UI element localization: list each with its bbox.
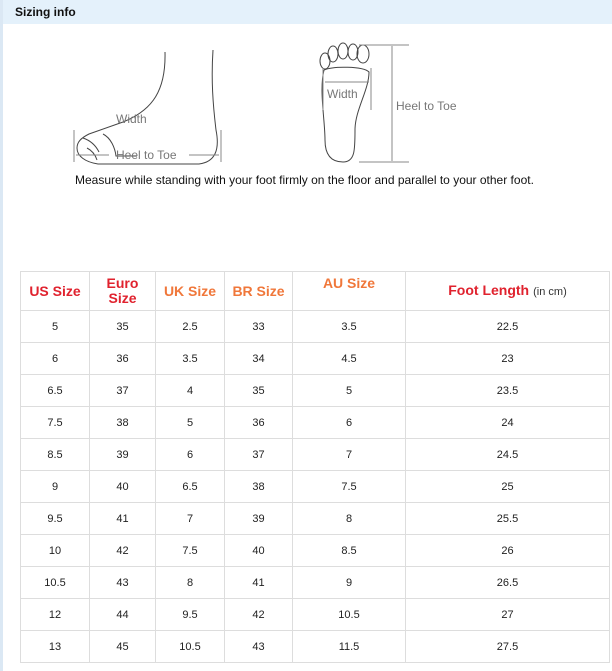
table-row: 6.5 37 4 35 5 23.5 bbox=[20, 374, 610, 407]
table-cell: 9.5 bbox=[155, 598, 225, 631]
table-row: 10 42 7.5 40 8.5 26 bbox=[20, 534, 610, 567]
table-cell: 12 bbox=[20, 598, 90, 631]
table-cell: 34 bbox=[224, 342, 293, 375]
table-cell: 23.5 bbox=[405, 374, 610, 407]
table-cell: 4.5 bbox=[292, 342, 406, 375]
table-cell: 9 bbox=[292, 566, 406, 599]
table-cell: 10.5 bbox=[155, 630, 225, 663]
table-cell: 35 bbox=[89, 310, 156, 343]
sole-width-label: Width bbox=[327, 87, 358, 101]
table-cell: 8.5 bbox=[292, 534, 406, 567]
table-cell: 10 bbox=[20, 534, 90, 567]
table-row: 10.5 43 8 41 9 26.5 bbox=[20, 566, 610, 599]
side-foot-drawing: Width Heel to Toe bbox=[73, 49, 222, 165]
table-cell: 36 bbox=[89, 342, 156, 375]
table-cell: 6.5 bbox=[20, 374, 90, 407]
foot-measurement-illustration: Width Heel to Toe Width Heel to Toe bbox=[73, 42, 457, 165]
table-cell: 7 bbox=[292, 438, 406, 471]
sole-length-label: Heel to Toe bbox=[396, 99, 457, 113]
table-cell: 5 bbox=[292, 374, 406, 407]
table-cell: 25.5 bbox=[405, 502, 610, 535]
table-cell: 3.5 bbox=[292, 310, 406, 343]
table-cell: 8 bbox=[292, 502, 406, 535]
col-foot-length: Foot Length (in cm) bbox=[405, 271, 610, 311]
table-cell: 26 bbox=[405, 534, 610, 567]
table-cell: 37 bbox=[89, 374, 156, 407]
table-cell: 6 bbox=[155, 438, 225, 471]
table-cell: 36 bbox=[224, 406, 293, 439]
col-au-size: AU Size bbox=[292, 271, 406, 311]
table-cell: 27 bbox=[405, 598, 610, 631]
table-cell: 8.5 bbox=[20, 438, 90, 471]
table-cell: 42 bbox=[224, 598, 293, 631]
table-cell: 45 bbox=[89, 630, 156, 663]
table-cell: 39 bbox=[89, 438, 156, 471]
table-cell: 7.5 bbox=[20, 406, 90, 439]
col-euro-size: Euro Size bbox=[89, 271, 156, 311]
side-width-label: Width bbox=[116, 112, 147, 126]
table-row: 8.5 39 6 37 7 24.5 bbox=[20, 438, 610, 471]
table-cell: 7.5 bbox=[292, 470, 406, 503]
table-cell: 3.5 bbox=[155, 342, 225, 375]
table-row: 9 40 6.5 38 7.5 25 bbox=[20, 470, 610, 503]
table-header-row: US Size Euro Size UK Size BR Size AU Siz… bbox=[20, 271, 610, 311]
table-cell: 24 bbox=[405, 406, 610, 439]
table-cell: 10.5 bbox=[292, 598, 406, 631]
table-row: 13 45 10.5 43 11.5 27.5 bbox=[20, 630, 610, 663]
table-cell: 41 bbox=[224, 566, 293, 599]
section-title: Sizing info bbox=[15, 5, 76, 19]
table-cell: 41 bbox=[89, 502, 156, 535]
table-cell: 35 bbox=[224, 374, 293, 407]
table-row: 7.5 38 5 36 6 24 bbox=[20, 406, 610, 439]
table-cell: 8 bbox=[155, 566, 225, 599]
table-cell: 39 bbox=[224, 502, 293, 535]
sole-foot-drawing: Width Heel to Toe bbox=[319, 42, 457, 163]
table-cell: 2.5 bbox=[155, 310, 225, 343]
table-cell: 22.5 bbox=[405, 310, 610, 343]
col-us-size: US Size bbox=[20, 271, 90, 311]
table-cell: 9 bbox=[20, 470, 90, 503]
table-cell: 42 bbox=[89, 534, 156, 567]
section-header: Sizing info bbox=[3, 0, 612, 24]
col-uk-size: UK Size bbox=[155, 271, 225, 311]
measurement-note: Measure while standing with your foot fi… bbox=[75, 173, 534, 187]
table-row: 9.5 41 7 39 8 25.5 bbox=[20, 502, 610, 535]
table-cell: 43 bbox=[89, 566, 156, 599]
table-cell: 10.5 bbox=[20, 566, 90, 599]
table-cell: 5 bbox=[155, 406, 225, 439]
table-cell: 40 bbox=[89, 470, 156, 503]
table-row: 12 44 9.5 42 10.5 27 bbox=[20, 598, 610, 631]
table-row: 6 36 3.5 34 4.5 23 bbox=[20, 342, 610, 375]
table-cell: 38 bbox=[89, 406, 156, 439]
table-cell: 5 bbox=[20, 310, 90, 343]
table-cell: 7 bbox=[155, 502, 225, 535]
table-cell: 6 bbox=[20, 342, 90, 375]
table-cell: 24.5 bbox=[405, 438, 610, 471]
table-cell: 7.5 bbox=[155, 534, 225, 567]
size-chart-table: US Size Euro Size UK Size BR Size AU Siz… bbox=[20, 271, 610, 663]
table-cell: 37 bbox=[224, 438, 293, 471]
table-cell: 44 bbox=[89, 598, 156, 631]
table-cell: 13 bbox=[20, 630, 90, 663]
table-cell: 38 bbox=[224, 470, 293, 503]
table-cell: 27.5 bbox=[405, 630, 610, 663]
table-cell: 26.5 bbox=[405, 566, 610, 599]
table-row: 5 35 2.5 33 3.5 22.5 bbox=[20, 310, 610, 343]
table-cell: 4 bbox=[155, 374, 225, 407]
table-cell: 40 bbox=[224, 534, 293, 567]
table-body: 5 35 2.5 33 3.5 22.5 6 36 3.5 34 4.5 23 6.5 37 4 35 5 23.… bbox=[20, 310, 610, 663]
table-cell: 11.5 bbox=[292, 630, 406, 663]
table-cell: 6.5 bbox=[155, 470, 225, 503]
col-br-size: BR Size bbox=[224, 271, 293, 311]
table-cell: 33 bbox=[224, 310, 293, 343]
table-cell: 43 bbox=[224, 630, 293, 663]
table-cell: 23 bbox=[405, 342, 610, 375]
table-cell: 9.5 bbox=[20, 502, 90, 535]
side-length-label: Heel to Toe bbox=[116, 148, 177, 162]
table-cell: 25 bbox=[405, 470, 610, 503]
table-cell: 6 bbox=[292, 406, 406, 439]
